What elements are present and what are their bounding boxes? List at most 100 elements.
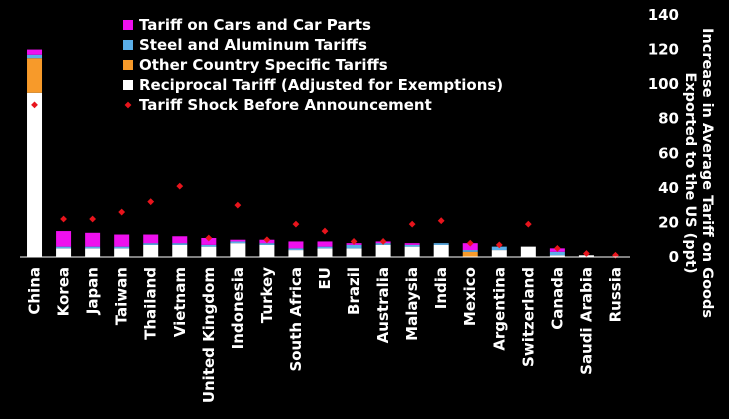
x-tick-label-south-africa: South Africa — [287, 267, 305, 372]
x-tick-label-saudi-arabia: Saudi Arabia — [577, 267, 595, 375]
marker-turkey — [263, 236, 271, 244]
marker-eu — [321, 227, 329, 235]
legend-swatch-tariff-on-cars-and-car-parts — [123, 20, 133, 30]
x-tick-label-switzerland: Switzerland — [519, 267, 537, 367]
bar-steel-and-aluminum-tariffs-brazil — [346, 244, 362, 249]
bar-tariff-on-cars-and-car-parts-korea — [56, 231, 72, 247]
bar-steel-and-aluminum-tariffs-malaysia — [404, 244, 420, 247]
x-tick-label-india: India — [432, 267, 450, 309]
bar-tariff-on-cars-and-car-parts-china — [27, 49, 43, 55]
legend-label-other-country-specific-tariffs: Other Country Specific Tariffs — [139, 56, 388, 74]
x-tick-label-taiwan: Taiwan — [113, 267, 131, 325]
x-tick-label-mexico: Mexico — [461, 267, 479, 326]
legend-swatch-other-country-specific-tariffs — [123, 60, 133, 70]
y-tick-label: 20 — [658, 213, 679, 231]
y-tick-label: 120 — [648, 41, 679, 59]
y-tick-label: 100 — [648, 75, 679, 93]
bar-other-country-specific-tariffs-china — [27, 58, 43, 93]
bar-reciprocal-tariff-adjusted-for-exemptions-indonesia — [230, 243, 246, 257]
x-tick-label-malaysia: Malaysia — [403, 267, 421, 341]
legend-label-tariff-shock-before-announcement: Tariff Shock Before Announcement — [139, 96, 432, 114]
bar-reciprocal-tariff-adjusted-for-exemptions-south-africa — [288, 250, 304, 257]
bar-steel-and-aluminum-tariffs-thailand — [143, 243, 159, 245]
bar-tariff-on-cars-and-car-parts-south-africa — [288, 241, 304, 249]
bar-tariff-on-cars-and-car-parts-vietnam — [172, 236, 188, 244]
y-axis: 0 20 40 60 80 100 120 140 — [648, 6, 679, 266]
x-axis: China Korea Japan Taiwan Thailand Vietnam Unit… — [20, 256, 630, 403]
marker-brazil — [350, 238, 358, 245]
x-tick-label-united-kingdom: United Kingdom — [200, 267, 218, 403]
bar-steel-and-aluminum-tariffs-eu — [317, 246, 333, 249]
bar-reciprocal-tariff-adjusted-for-exemptions-taiwan — [114, 248, 130, 257]
marker-russia — [612, 251, 619, 259]
x-tick-label-turkey: Turkey — [258, 267, 276, 323]
bar-steel-and-aluminum-tariffs-japan — [85, 246, 101, 249]
bar-tariff-on-cars-and-car-parts-united-kingdom — [201, 237, 217, 245]
x-tick-label-china: China — [26, 267, 44, 315]
bar-steel-and-aluminum-tariffs-korea — [56, 246, 72, 249]
y-tick-label: 40 — [658, 179, 679, 197]
x-tick-label-korea: Korea — [55, 267, 73, 316]
x-tick-label-canada: Canada — [548, 267, 566, 330]
y-tick-label: 140 — [648, 6, 679, 24]
bar-steel-and-aluminum-tariffs-indonesia — [230, 241, 246, 244]
marker-saudi-arabia — [583, 250, 590, 257]
bar-steel-and-aluminum-tariffs-vietnam — [172, 243, 188, 245]
bar-reciprocal-tariff-adjusted-for-exemptions-switzerland — [520, 246, 536, 257]
marker-mexico — [466, 239, 474, 247]
marker-united-kingdom — [205, 234, 213, 242]
bar-steel-and-aluminum-tariffs-mexico — [462, 250, 478, 252]
y-tick-label: 60 — [658, 144, 679, 162]
marker-vietnam — [176, 182, 184, 190]
legend-swatch-steel-and-aluminum-tariffs — [123, 40, 133, 50]
bar-tariff-on-cars-and-car-parts-eu — [317, 241, 333, 247]
bar-steel-and-aluminum-tariffs-canada — [549, 251, 565, 256]
bar-tariff-on-cars-and-car-parts-malaysia — [404, 243, 420, 245]
x-tick-label-russia: Russia — [606, 267, 624, 322]
bar-steel-and-aluminum-tariffs-argentina — [491, 246, 507, 251]
bar-reciprocal-tariff-adjusted-for-exemptions-japan — [85, 248, 101, 257]
bars-layer — [27, 49, 594, 257]
marker-argentina — [495, 241, 503, 249]
x-tick-label-indonesia: Indonesia — [229, 267, 247, 349]
legend-swatch-tariff-shock-before-announcement — [124, 101, 132, 109]
bar-reciprocal-tariff-adjusted-for-exemptions-argentina — [491, 250, 507, 257]
bar-reciprocal-tariff-adjusted-for-exemptions-brazil — [346, 248, 362, 257]
bar-steel-and-aluminum-tariffs-taiwan — [114, 246, 130, 249]
bar-other-country-specific-tariffs-mexico — [462, 251, 478, 257]
y-tick-label: 80 — [658, 110, 679, 128]
marker-korea — [60, 215, 67, 223]
bar-steel-and-aluminum-tariffs-turkey — [259, 243, 275, 245]
bar-steel-and-aluminum-tariffs-china — [27, 54, 43, 59]
bar-reciprocal-tariff-adjusted-for-exemptions-eu — [317, 248, 333, 257]
legend-label-tariff-on-cars-and-car-parts: Tariff on Cars and Car Parts — [139, 16, 371, 34]
marker-thailand — [147, 198, 155, 206]
marker-indonesia — [234, 201, 242, 209]
marker-malaysia — [408, 220, 416, 228]
x-tick-label-brazil: Brazil — [345, 267, 363, 315]
marker-india — [437, 217, 445, 225]
bar-reciprocal-tariff-adjusted-for-exemptions-korea — [56, 248, 72, 257]
bar-reciprocal-tariff-adjusted-for-exemptions-australia — [375, 244, 391, 257]
bar-reciprocal-tariff-adjusted-for-exemptions-vietnam — [172, 244, 188, 257]
y-axis-label-line-2: Exported to the US (ppt) — [682, 72, 698, 273]
marker-australia — [379, 238, 387, 245]
bar-reciprocal-tariff-adjusted-for-exemptions-canada — [549, 255, 565, 257]
bar-tariff-on-cars-and-car-parts-thailand — [143, 234, 159, 244]
bar-reciprocal-tariff-adjusted-for-exemptions-malaysia — [404, 246, 420, 257]
bar-reciprocal-tariff-adjusted-for-exemptions-thailand — [143, 244, 159, 257]
x-tick-label-vietnam: Vietnam — [171, 267, 189, 337]
marker-china — [31, 101, 38, 109]
bar-steel-and-aluminum-tariffs-united-kingdom — [201, 244, 217, 247]
marker-japan — [89, 215, 97, 223]
x-tick-label-australia: Australia — [374, 267, 392, 343]
bar-tariff-on-cars-and-car-parts-mexico — [462, 243, 478, 251]
bar-steel-and-aluminum-tariffs-india — [433, 243, 449, 245]
marker-switzerland — [524, 220, 532, 228]
legend-label-steel-and-aluminum-tariffs: Steel and Aluminum Tariffs — [139, 36, 367, 54]
bar-reciprocal-tariff-adjusted-for-exemptions-turkey — [259, 244, 275, 257]
marker-canada — [553, 244, 561, 252]
bar-reciprocal-tariff-adjusted-for-exemptions-united-kingdom — [201, 246, 217, 257]
